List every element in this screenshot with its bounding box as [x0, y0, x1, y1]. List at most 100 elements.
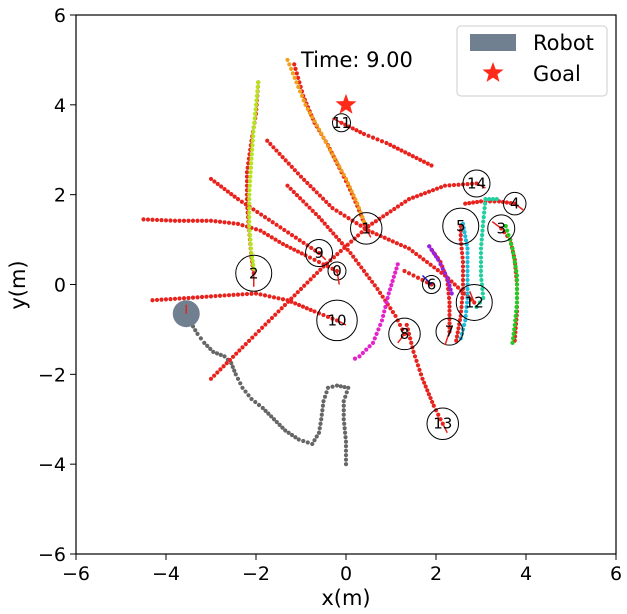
agent-trail-dot — [474, 199, 480, 205]
colored-trail-dot — [465, 277, 470, 283]
agent-trail-dot — [406, 246, 412, 251]
agent-circle — [350, 212, 383, 245]
colored-trail-dot — [349, 189, 354, 194]
colored-trail-dot — [253, 107, 258, 112]
colored-trail-dot — [465, 250, 470, 256]
agent-circle — [422, 275, 441, 294]
agent-trail-dot — [447, 183, 452, 188]
agent-trail-dot — [215, 181, 220, 187]
agent-trail-dot — [392, 206, 397, 212]
agent-circle — [435, 317, 464, 346]
agent-trail-dot — [460, 255, 465, 260]
colored-trail-dot — [465, 246, 470, 251]
colored-trail-dot — [290, 71, 295, 76]
agent-trail-dot — [297, 238, 302, 243]
agent-trail-dot — [299, 251, 304, 256]
colored-trail-dot — [323, 139, 328, 144]
agent-trail-dot — [370, 230, 375, 235]
colored-trail-dot — [514, 282, 520, 287]
legend-goal-star-icon — [482, 62, 504, 82]
agent-trail-dot — [208, 376, 214, 381]
colored-trail-dot — [462, 322, 467, 328]
agent-circle — [316, 299, 358, 342]
agent-trail-dot — [250, 335, 255, 340]
agent-circle — [235, 254, 273, 292]
colored-trail-dot — [514, 273, 520, 278]
colored-trail-dot — [463, 234, 468, 239]
robot-trail-dot — [338, 384, 343, 389]
goal-star-icon — [335, 93, 357, 114]
colored-trail-dot — [465, 291, 470, 296]
agent-trail-dot — [244, 291, 250, 297]
colored-trail-dot — [303, 102, 308, 107]
agent-trail-dot — [350, 126, 355, 131]
agent-trail-dot — [425, 388, 430, 393]
agent-trail-dot — [288, 186, 293, 191]
colored-trail-dot — [361, 219, 367, 224]
agent-trail-dot — [308, 277, 313, 282]
colored-trail-dot — [514, 295, 520, 301]
colored-trail-dot — [462, 229, 467, 235]
colored-trail-dot — [390, 278, 395, 284]
agent-trail-dot — [447, 321, 452, 326]
agent-trail-dot — [269, 315, 275, 321]
x-axis-label: x(m) — [321, 586, 370, 610]
colored-trail-dot — [465, 259, 470, 265]
colored-trail-dot — [384, 300, 389, 305]
agent-trail-dot — [373, 219, 378, 224]
y-tick-label: −6 — [38, 544, 66, 566]
agent-trail-dot — [375, 137, 380, 142]
agent-trail-dot — [438, 185, 444, 190]
agent-trail-dot — [190, 218, 196, 223]
agent-trail-dot — [276, 309, 281, 314]
colored-trail-dot — [394, 266, 399, 271]
colored-trail-dot — [510, 340, 515, 345]
agent-trail-dot — [308, 184, 313, 189]
agent-trail-dot — [414, 155, 419, 161]
agent-trail-dot — [446, 291, 451, 296]
agent-trail-dot — [295, 290, 300, 295]
agent-trail-dot — [456, 326, 461, 331]
robot-trail-dot — [343, 453, 349, 458]
colored-trail-dot — [316, 127, 322, 132]
ticks-layer: −6 −4 −2 0 2 4 6 −6 −4 −2 0 2 4 6 — [38, 5, 622, 585]
colored-trail-dot — [479, 241, 484, 247]
agent-trail-dot — [292, 168, 297, 173]
colored-trail-dot — [251, 266, 256, 271]
colored-trail-dot — [494, 197, 499, 202]
colored-trail-dot — [255, 84, 260, 89]
colored-trail-dot — [478, 250, 484, 256]
agent-trail-dot — [412, 354, 418, 359]
colored-trail-dot — [477, 300, 482, 305]
agent-trail-dot — [212, 373, 217, 378]
robot-trail-dot — [286, 430, 291, 435]
agent-heading-arrow — [469, 290, 475, 303]
agent-trail-dot — [330, 206, 335, 211]
agent-circle — [487, 214, 516, 243]
colored-trail-dot — [395, 262, 400, 267]
colored-trail-dot — [514, 286, 520, 292]
agent-trail-dot — [310, 208, 315, 213]
colored-trail-dot — [341, 172, 346, 177]
agent-trail-dot — [301, 199, 306, 204]
agent-trail-dot — [455, 285, 461, 290]
colored-trail-dot — [449, 291, 454, 296]
agent-trail-dot — [399, 148, 404, 153]
agent-trail-dot — [314, 270, 320, 276]
agent-heading-arrow — [442, 423, 448, 434]
robot-trail-dot — [266, 411, 271, 416]
agent-trail-dot — [403, 150, 408, 155]
agent-trail-dot — [354, 221, 359, 226]
agent-trail-dot — [374, 232, 379, 237]
agent-trail-dot — [336, 237, 342, 243]
agent-heading-arrow — [397, 333, 406, 344]
agent-heading-arrow — [365, 228, 372, 238]
agent-trail-dot — [141, 217, 146, 222]
agent-trail-dot — [289, 299, 294, 304]
colored-trail-dot — [247, 210, 252, 215]
agent-trail-dot — [459, 300, 464, 305]
agent-trail-dot — [274, 222, 279, 227]
robot-trail-dot — [316, 430, 322, 435]
agent-trail-dot — [460, 259, 466, 265]
colored-trail-dot — [321, 135, 326, 140]
